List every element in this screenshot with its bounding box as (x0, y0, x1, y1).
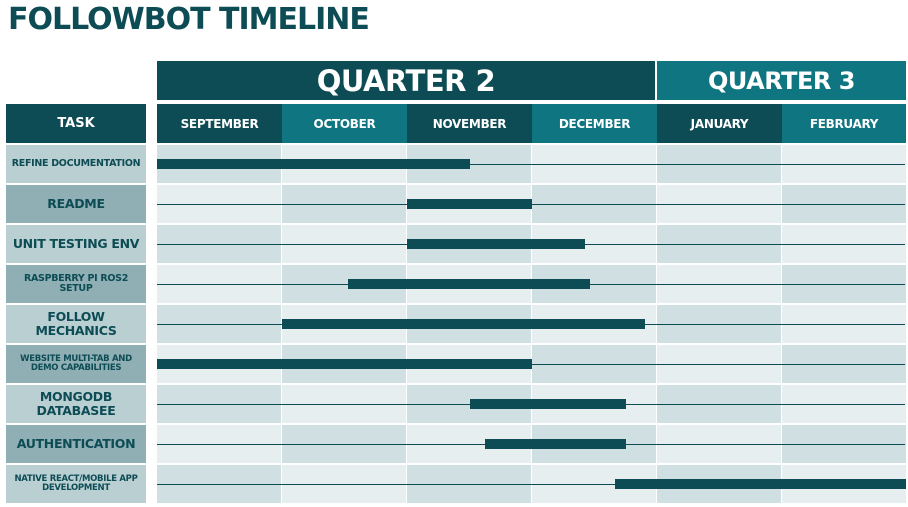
task-bar (282, 319, 645, 329)
task-label: WEBSITE MULTI-TAB AND DEMO CAPABILITIES (6, 345, 146, 383)
month-header: SEPTEMBER (157, 104, 282, 143)
task-label: REFINE DOCUMENTATION (6, 145, 146, 183)
task-column-header: TASK (6, 104, 146, 143)
task-label: README (6, 185, 146, 223)
task-bar (348, 279, 590, 289)
month-header: OCTOBER (282, 104, 407, 143)
task-label: AUTHENTICATION (6, 425, 146, 463)
row-track-line (157, 164, 905, 165)
chart-title: FOLLOWBOT TIMELINE (8, 2, 370, 37)
task-label: NATIVE REACT/MOBILE APP DEVELOPMENT (6, 465, 146, 503)
quarter-header: QUARTER 3 (657, 61, 906, 100)
task-bar (407, 199, 532, 209)
task-bar (469, 399, 626, 409)
task-bar (407, 239, 585, 249)
row-track-line (157, 484, 905, 485)
task-label: UNIT TESTING ENV (6, 225, 146, 263)
task-bar (157, 159, 470, 169)
month-header: DECEMBER (532, 104, 657, 143)
task-bar (157, 359, 532, 369)
task-label: FOLLOW MECHANICS (6, 305, 146, 343)
task-bar (484, 439, 626, 449)
month-header: NOVEMBER (407, 104, 532, 143)
month-header: FEBRUARY (782, 104, 906, 143)
quarter-header: QUARTER 2 (157, 61, 655, 100)
task-bar (614, 479, 906, 489)
task-label: MONGODB DATABASEE (6, 385, 146, 423)
task-label: RASPBERRY PI ROS2 SETUP (6, 265, 146, 303)
month-header: JANUARY (657, 104, 782, 143)
